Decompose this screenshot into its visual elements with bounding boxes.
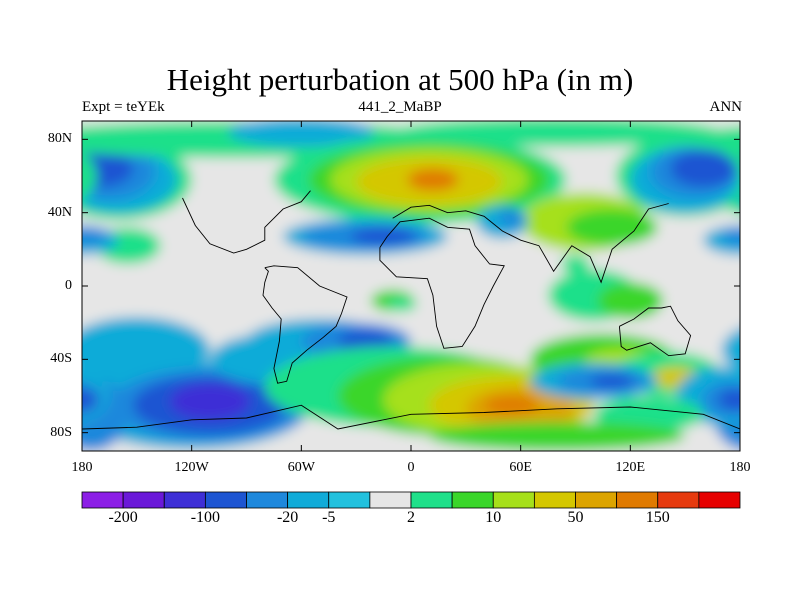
colorbar-swatch [369,491,412,509]
coastline-3 [82,404,740,430]
colorbar-swatch [122,491,165,509]
colorbar-tick-label: -100 [190,509,221,526]
lon-tick-label: 60W [287,460,315,475]
experiment-label: Expt = teYEk [82,99,165,115]
field-blob [718,388,740,411]
colorbar-swatch [575,491,618,509]
field-blob [82,227,108,246]
coastline-0 [262,265,348,384]
colorbar-tick-label: 50 [567,509,584,526]
colorbar-swatch [657,491,700,509]
colorbar-swatch [410,491,453,509]
colorbar-swatch [492,491,535,509]
field-blob [498,209,525,228]
colorbar-tick-label: 10 [485,509,502,526]
coastline-2 [618,305,692,357]
colorbar-tick-label: -5 [322,509,336,526]
field-blob [429,421,686,451]
colorbar-tick-label: -20 [276,509,299,526]
field-blob [407,168,459,191]
colorbar-swatch [533,491,576,509]
height-field [82,121,740,451]
lat-tick-label: 40S [50,351,72,367]
lat-tick-label: 80N [47,131,72,147]
lon-tick-label: 120W [174,460,209,475]
field-blob [350,227,417,246]
field-blob [82,151,97,201]
colorbar-swatch [287,491,330,509]
field-blob [566,209,658,246]
axis-ticks [81,121,741,451]
lon-tick-label: 0 [407,460,415,475]
field-blob [484,396,539,415]
field-blob [721,227,740,246]
colorbar-swatch [204,491,247,509]
field-blob [670,150,737,188]
field-blob [590,374,634,389]
field-blob [387,297,417,312]
field-blob [721,328,740,372]
case-label: 441_2_MaBP [358,99,442,115]
colorbar-swatch [698,491,741,509]
lat-tick-label: 0 [65,278,72,293]
lon-tick-label: 180 [729,460,751,475]
map-title: Height perturbation at 500 hPa (in m) [166,62,634,97]
lat-tick-label: 40N [47,204,72,220]
colorbar-swatch [616,491,659,509]
colorbar-swatch [328,491,371,509]
coastline-1 [379,217,505,349]
lon-tick-label: 60E [509,460,532,475]
field-blob [597,282,664,319]
field-blob [82,388,97,411]
colorbar-swatch [246,491,289,509]
field-blob [337,330,393,352]
field-blob [560,254,591,274]
field-blob [593,396,704,433]
field-blob [730,388,740,423]
colorbar-tick-label: 2 [407,509,415,526]
coastline-4 [392,203,669,284]
field-blob [228,121,375,147]
colorbar [81,491,741,509]
coastline-5 [182,190,311,254]
coastlines [82,190,740,430]
field-blobs [82,121,740,451]
field-blob [169,383,251,420]
lon-tick-label: 120E [615,460,646,475]
field-blob [82,150,134,187]
colorbar-tick-label: -200 [108,509,138,526]
season-label: ANN [709,99,743,115]
lon-tick-label: 180 [71,460,93,475]
colorbar-tick-label: 150 [645,509,670,526]
colorbar-swatch [451,491,494,509]
lat-tick-label: 80S [50,424,72,440]
colorbar-swatch [81,491,124,509]
colorbar-swatch [163,491,206,509]
